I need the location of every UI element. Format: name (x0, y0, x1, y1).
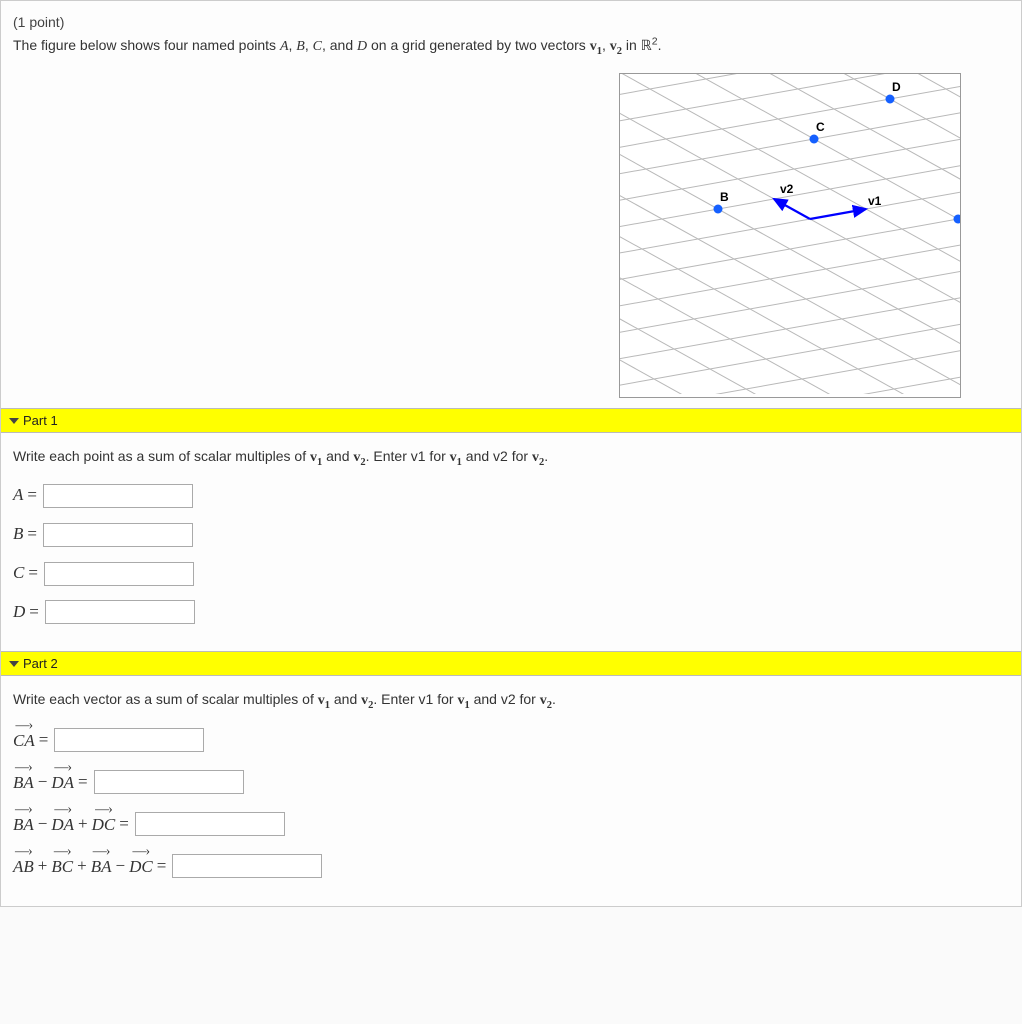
svg-text:v1: v1 (868, 194, 882, 208)
label-D: D = (13, 598, 39, 627)
figure-wrap: v1v2ABCD (1, 69, 1021, 408)
comma3: , and (322, 37, 357, 53)
part1-row-B: B = (13, 520, 1009, 549)
answer-input-C[interactable] (44, 562, 194, 586)
intro-mid: on a grid generated by two vectors (367, 37, 590, 53)
label-C: C = (13, 559, 38, 588)
intro-pre: The figure below shows four named points (13, 37, 280, 53)
part2-label-0: —›CA = (13, 724, 48, 756)
figure-box: v1v2ABCD (619, 73, 961, 398)
comma2: , (305, 37, 313, 53)
p2enter: . Enter v1 for (373, 691, 457, 707)
part1-title: Part 1 (23, 413, 58, 428)
p1and: and v2 for (462, 448, 532, 464)
answer-input-part2-2[interactable] (135, 812, 285, 836)
p1-pre: Write each point as a sum of scalar mult… (13, 448, 310, 464)
part2-row-0: —›CA = (13, 724, 1009, 756)
Rsym: ℝ (641, 39, 652, 54)
pt-B: B (296, 39, 305, 54)
p1mid: and (322, 448, 353, 464)
label-A: A = (13, 481, 37, 510)
pt-D: D (357, 39, 367, 54)
part2-rows: —›CA = —›BA − —›DA = —›BA − —›DA + —›DC = —… (13, 724, 1009, 882)
p1v1: v (310, 450, 317, 465)
part2-instructions: Write each vector as a sum of scalar mul… (13, 688, 1009, 715)
p1end: . (544, 448, 548, 464)
p1enter: . Enter v1 for (366, 448, 450, 464)
pt-A: A (280, 39, 289, 54)
answer-input-B[interactable] (43, 523, 193, 547)
part1-rows: A = B = C = D = (13, 481, 1009, 627)
p2and: and v2 for (470, 691, 540, 707)
commav: , (602, 37, 610, 53)
p2v1: v (318, 693, 325, 708)
part1-row-A: A = (13, 481, 1009, 510)
part1-instructions: Write each point as a sum of scalar mult… (13, 445, 1009, 472)
answer-input-part2-0[interactable] (54, 728, 204, 752)
v1sym: v (590, 39, 597, 54)
part2-body: Write each vector as a sum of scalar mul… (1, 676, 1021, 906)
answer-input-part2-1[interactable] (94, 770, 244, 794)
part2-label-3: —›AB + —›BC + —›BA − —›DC = (13, 850, 166, 882)
p1v1b: v (450, 450, 457, 465)
vector-grid-figure: v1v2ABCD (620, 74, 960, 394)
part1-body: Write each point as a sum of scalar mult… (1, 433, 1021, 651)
collapse-icon (9, 661, 19, 667)
p2end: . (552, 691, 556, 707)
svg-text:v2: v2 (780, 182, 794, 196)
answer-input-A[interactable] (43, 484, 193, 508)
part2-label-2: —›BA − —›DA + —›DC = (13, 808, 129, 840)
svg-text:C: C (816, 120, 825, 134)
problem-header: (1 point) The figure below shows four na… (1, 1, 1021, 69)
p2-pre: Write each vector as a sum of scalar mul… (13, 691, 318, 707)
collapse-icon (9, 418, 19, 424)
part2-row-1: —›BA − —›DA = (13, 766, 1009, 798)
pt-C: C (313, 39, 322, 54)
part2-label-1: —›BA − —›DA = (13, 766, 88, 798)
svg-text:D: D (892, 80, 901, 94)
p1v2b: v (532, 450, 539, 465)
answer-input-part2-3[interactable] (172, 854, 322, 878)
problem-container: (1 point) The figure below shows four na… (0, 0, 1022, 907)
part1-header[interactable]: Part 1 (1, 408, 1021, 433)
part2-header[interactable]: Part 2 (1, 651, 1021, 676)
part1-row-C: C = (13, 559, 1009, 588)
part2-row-3: —›AB + —›BC + —›BA − —›DC = (13, 850, 1009, 882)
intro-text: The figure below shows four named points… (13, 37, 662, 53)
label-B: B = (13, 520, 37, 549)
part2-title: Part 2 (23, 656, 58, 671)
v2sym: v (610, 39, 617, 54)
period: . (658, 37, 662, 53)
answer-input-D[interactable] (45, 600, 195, 624)
intro-in: in (622, 37, 641, 53)
part1-row-D: D = (13, 598, 1009, 627)
p2mid: and (330, 691, 361, 707)
p2v2b: v (540, 693, 547, 708)
svg-text:B: B (720, 190, 729, 204)
points-label: (1 point) (13, 14, 64, 30)
part2-row-2: —›BA − —›DA + —›DC = (13, 808, 1009, 840)
